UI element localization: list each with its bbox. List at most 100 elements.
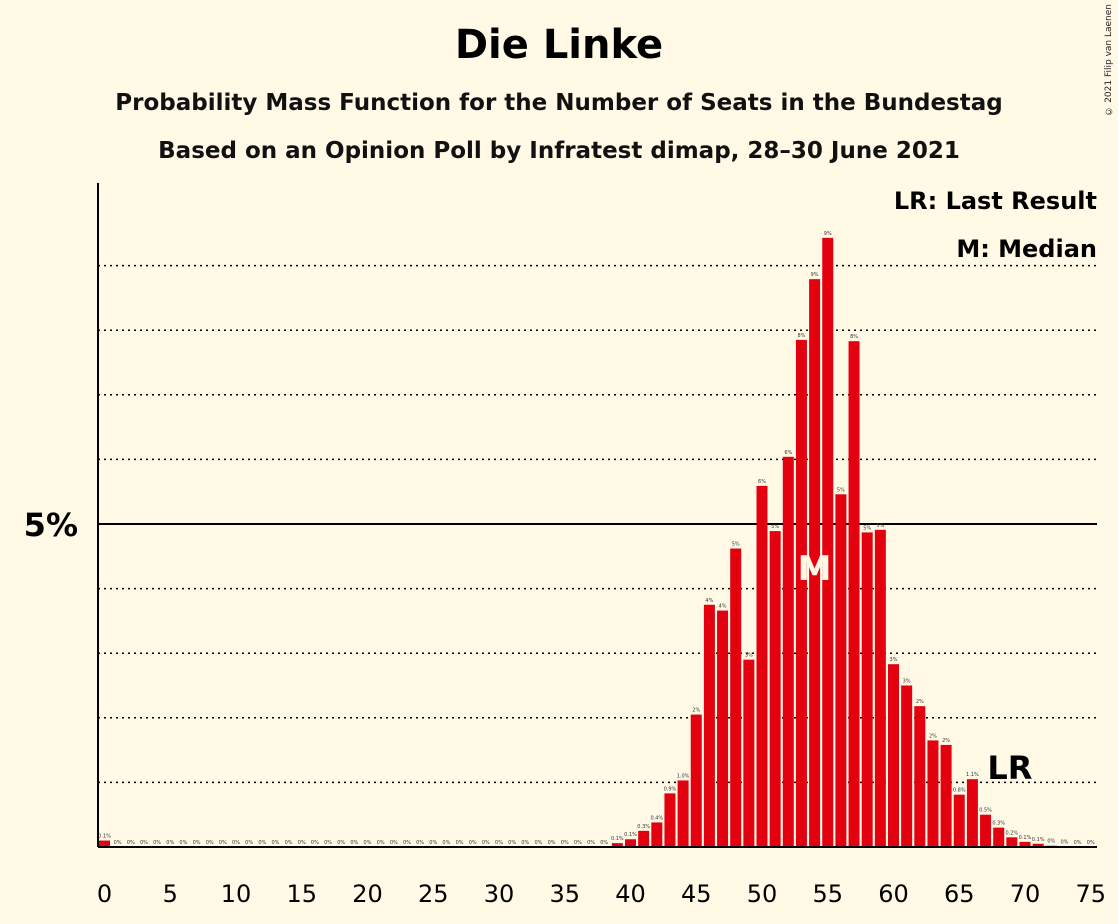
bar-seat-50 bbox=[756, 485, 768, 847]
bar-seat-42 bbox=[651, 822, 663, 847]
legend-last-result: LR: Last Result bbox=[894, 187, 1097, 215]
bar-seat-54 bbox=[809, 279, 821, 847]
bar-label-seat-56: 5% bbox=[837, 487, 845, 493]
x-tick-label-75: 75 bbox=[1075, 880, 1106, 908]
bar-seat-56 bbox=[835, 494, 847, 847]
bar-label-seat-73: 0% bbox=[1060, 839, 1068, 845]
bar-label-seat-71: 0.1% bbox=[1032, 837, 1045, 843]
bar-label-seat-40: 0.1% bbox=[624, 832, 637, 838]
bar-seat-49 bbox=[743, 659, 755, 847]
x-tick-label-55: 55 bbox=[812, 880, 843, 908]
bar-label-seat-46: 4% bbox=[705, 598, 713, 604]
bar-label-seat-52: 6% bbox=[784, 450, 792, 456]
bar-seat-66 bbox=[966, 779, 978, 847]
bar-label-seat-14: 0% bbox=[285, 840, 293, 846]
bar-label-seat-5: 0% bbox=[166, 840, 174, 846]
bar-label-seat-29: 0% bbox=[482, 840, 490, 846]
bar-label-seat-63: 2% bbox=[929, 733, 937, 739]
bar-label-seat-4: 0% bbox=[153, 840, 161, 846]
bar-label-seat-11: 0% bbox=[245, 840, 253, 846]
bar-label-seat-10: 0% bbox=[232, 840, 240, 846]
last-result-marker: LR bbox=[987, 749, 1032, 787]
x-tick-label-5: 5 bbox=[163, 880, 178, 908]
bar-label-seat-35: 0% bbox=[561, 840, 569, 846]
bar-label-seat-3: 0% bbox=[140, 840, 148, 846]
bar-seat-43 bbox=[664, 793, 676, 847]
bar-seat-53 bbox=[795, 339, 807, 847]
x-tick-label-30: 30 bbox=[484, 880, 515, 908]
bar-seat-55 bbox=[822, 237, 834, 847]
bar-label-seat-15: 0% bbox=[298, 840, 306, 846]
bar-label-seat-1: 0% bbox=[114, 840, 122, 846]
bar-label-seat-31: 0% bbox=[508, 840, 516, 846]
x-tick-label-20: 20 bbox=[352, 880, 383, 908]
bar-seat-62 bbox=[914, 706, 926, 847]
x-tick-label-15: 15 bbox=[286, 880, 317, 908]
bar-seat-63 bbox=[927, 740, 939, 847]
bar-label-seat-16: 0% bbox=[311, 840, 319, 846]
bar-seat-48 bbox=[730, 548, 742, 847]
bar-label-seat-43: 0.9% bbox=[664, 786, 677, 792]
bar-label-seat-36: 0% bbox=[574, 840, 582, 846]
bar-seat-68 bbox=[993, 827, 1005, 847]
bar-label-seat-74: 0% bbox=[1074, 840, 1082, 846]
chart-title: Die Linke bbox=[454, 22, 664, 68]
bar-seat-67 bbox=[980, 814, 992, 847]
bar-label-seat-66: 1.1% bbox=[966, 772, 979, 778]
x-tick-label-45: 45 bbox=[681, 880, 712, 908]
bar-label-seat-70: 0.1% bbox=[1019, 835, 1032, 841]
bar-label-seat-69: 0.2% bbox=[1005, 830, 1018, 836]
gridlines bbox=[98, 264, 1097, 784]
bar-label-seat-45: 2% bbox=[692, 708, 700, 714]
bar-label-seat-28: 0% bbox=[469, 840, 477, 846]
bar-label-seat-54: 9% bbox=[811, 272, 819, 278]
bar-seat-40 bbox=[625, 839, 636, 847]
bar-label-seat-59: 5% bbox=[876, 523, 884, 529]
x-tick-label-40: 40 bbox=[615, 880, 646, 908]
bar-seat-57 bbox=[848, 341, 860, 847]
bar-label-seat-39: 0.1% bbox=[611, 836, 624, 842]
bar-label-seat-68: 0.3% bbox=[992, 821, 1005, 827]
bar-label-seat-58: 5% bbox=[863, 525, 871, 531]
bars bbox=[99, 237, 1070, 847]
bar-labels: 0.1%0% 0% 0% 0% 0% 0% 0% 0% 0% 0% 0% 0% 0% 0% 0% 0% 0% 0%… bbox=[98, 231, 1095, 846]
bar-label-seat-0: 0.1% bbox=[98, 834, 111, 840]
bar-label-seat-50: 6% bbox=[758, 479, 766, 485]
bar-label-seat-9: 0% bbox=[219, 840, 227, 846]
bar-seat-60 bbox=[888, 664, 899, 847]
bar-label-seat-12: 0% bbox=[258, 840, 266, 846]
bar-label-seat-64: 2% bbox=[942, 738, 950, 744]
bar-seat-70 bbox=[1019, 841, 1031, 847]
bar-label-seat-32: 0% bbox=[521, 840, 529, 846]
median-marker: M bbox=[798, 549, 832, 589]
bar-label-seat-48: 5% bbox=[732, 542, 740, 548]
bar-label-seat-7: 0% bbox=[193, 840, 201, 846]
bar-seat-46 bbox=[703, 604, 715, 847]
bar-label-seat-53: 8% bbox=[797, 333, 805, 339]
bar-label-seat-67: 0.5% bbox=[979, 808, 992, 814]
bar-seat-58 bbox=[861, 532, 873, 847]
x-tick-label-60: 60 bbox=[878, 880, 909, 908]
bar-label-seat-72: 0% bbox=[1047, 839, 1055, 845]
bar-label-seat-75: 0% bbox=[1087, 840, 1095, 846]
bar-label-seat-24: 0% bbox=[416, 840, 424, 846]
chart-subtitle-source: Based on an Opinion Poll by Infratest di… bbox=[158, 138, 960, 164]
bar-label-seat-33: 0% bbox=[534, 840, 542, 846]
bar-seat-64 bbox=[940, 744, 952, 847]
bar-label-seat-25: 0% bbox=[429, 840, 437, 846]
bar-label-seat-21: 0% bbox=[377, 840, 385, 846]
bar-label-seat-22: 0% bbox=[390, 840, 398, 846]
bar-label-seat-30: 0% bbox=[495, 840, 503, 846]
x-tick-labels: 0 5 10 15 20 25 30 35 40 45 50 55 60 65 70 75 bbox=[97, 880, 1106, 908]
legend-median: M: Median bbox=[956, 235, 1097, 263]
bar-seat-41 bbox=[638, 830, 650, 847]
bar-label-seat-34: 0% bbox=[548, 840, 556, 846]
bar-label-seat-51: 5% bbox=[771, 524, 779, 530]
bar-label-seat-62: 2% bbox=[916, 699, 924, 705]
bar-label-seat-6: 0% bbox=[179, 840, 187, 846]
x-tick-label-65: 65 bbox=[944, 880, 975, 908]
bar-seat-44 bbox=[677, 780, 689, 847]
chart-subtitle: Probability Mass Function for the Number… bbox=[115, 90, 1003, 116]
bar-label-seat-18: 0% bbox=[337, 840, 345, 846]
bar-label-seat-37: 0% bbox=[587, 840, 595, 846]
